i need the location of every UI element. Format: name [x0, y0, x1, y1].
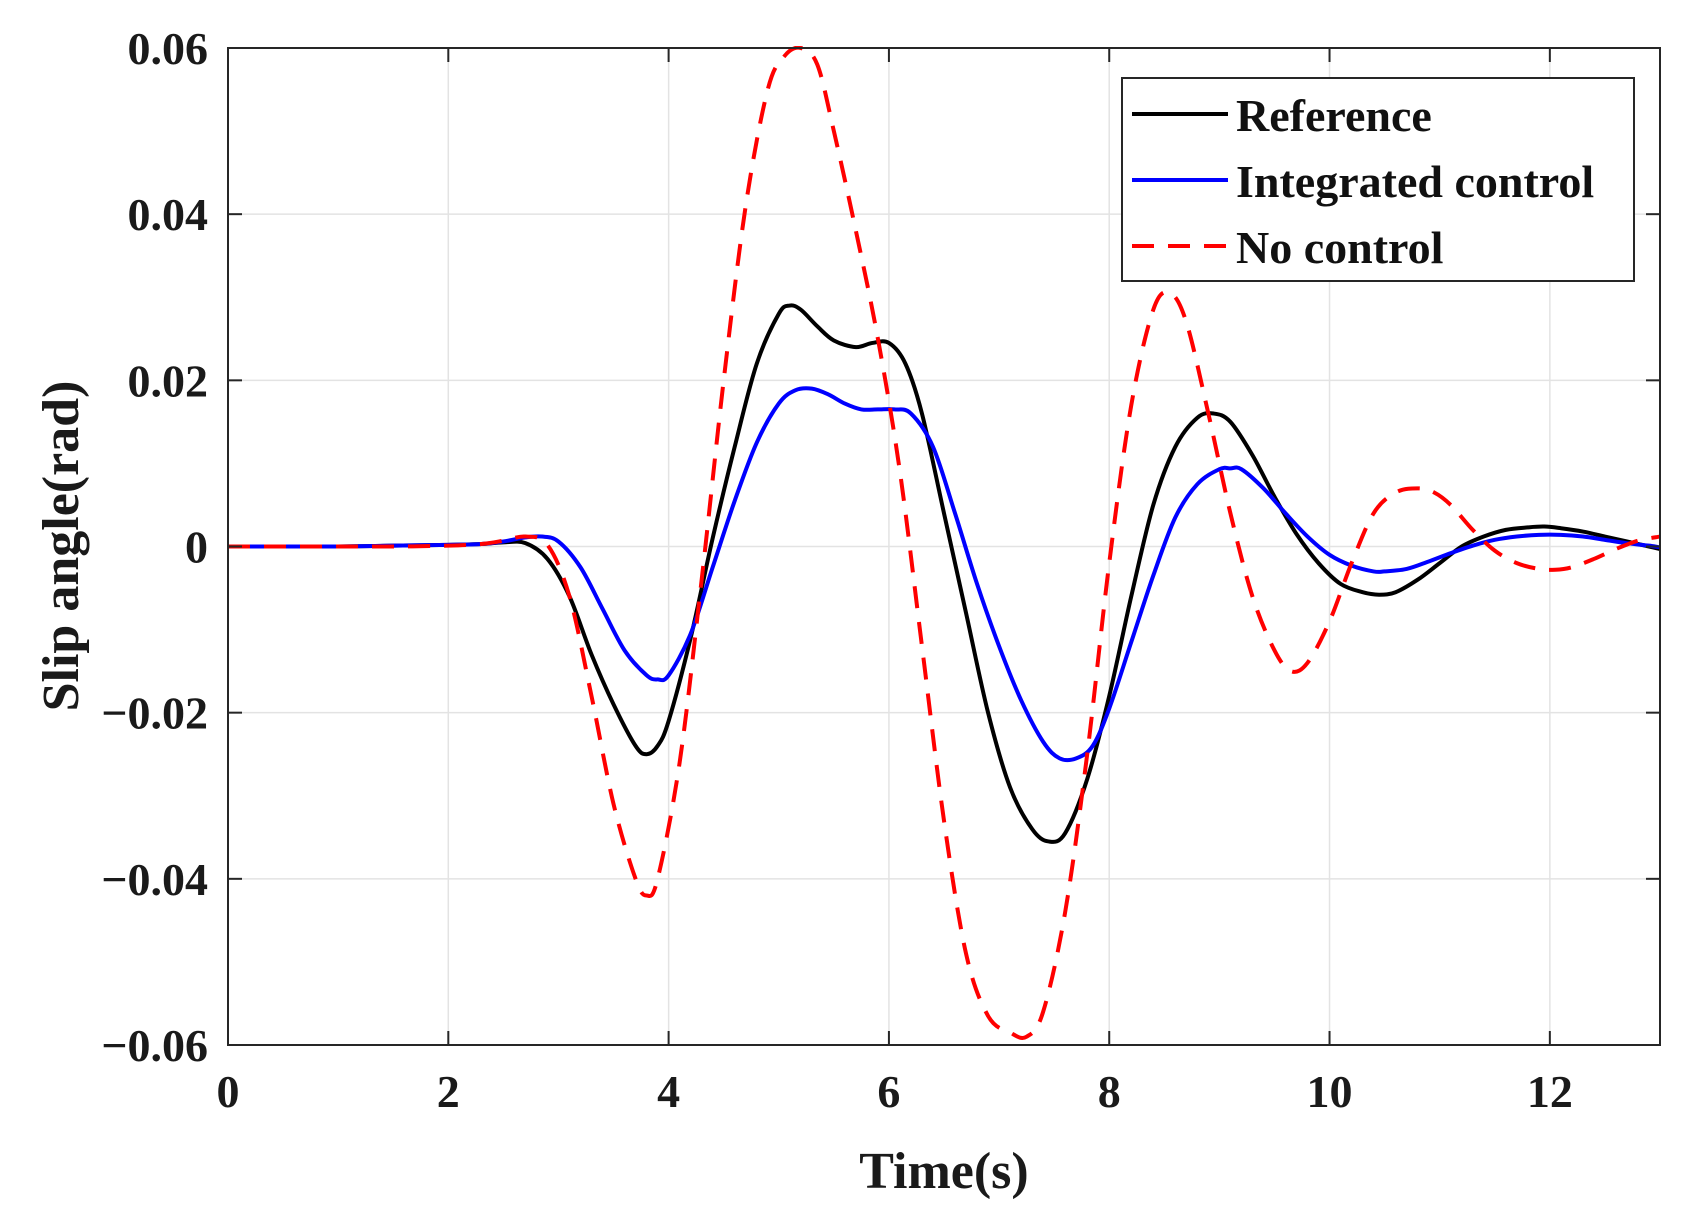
y-tick-label-2: −0.02 [101, 688, 208, 739]
x-tick-label-3: 6 [877, 1066, 900, 1117]
x-axis-label: Time(s) [859, 1143, 1028, 1200]
y-tick-label-6: 0.06 [128, 23, 209, 74]
x-tick-label-5: 10 [1307, 1066, 1353, 1117]
legend: Reference Integrated control No control [1121, 77, 1635, 282]
series-lines [228, 46, 1660, 1040]
y-tick-label-5: 0.04 [128, 189, 209, 240]
axis-ticks [227, 47, 1660, 1046]
x-tick-label-4: 8 [1098, 1066, 1121, 1117]
y-axis-label: Slip angle(rad) [33, 381, 90, 712]
x-tick-label-1: 2 [437, 1066, 460, 1117]
series-line-no-control [228, 46, 1660, 1040]
y-tick-label-3: 0 [185, 522, 208, 573]
series-line-reference [228, 303, 1660, 844]
y-tick-label-4: 0.02 [128, 355, 209, 406]
legend-label-no-control: No control [1236, 222, 1443, 273]
tick-labels: 0 2 4 6 8 10 12 −0.06 −0.04 −0.02 0 0.02 0.04 0.06 [101, 23, 1573, 1117]
legend-label-reference: Reference [1236, 90, 1432, 141]
series-line-integrated-control [228, 386, 1660, 763]
legend-label-integrated-control: Integrated control [1236, 156, 1594, 207]
x-tick-label-2: 4 [657, 1066, 680, 1117]
x-tick-label-6: 12 [1527, 1066, 1573, 1117]
y-tick-label-0: −0.06 [101, 1020, 208, 1071]
y-tick-label-1: −0.04 [101, 854, 208, 905]
x-tick-label-0: 0 [217, 1066, 240, 1117]
